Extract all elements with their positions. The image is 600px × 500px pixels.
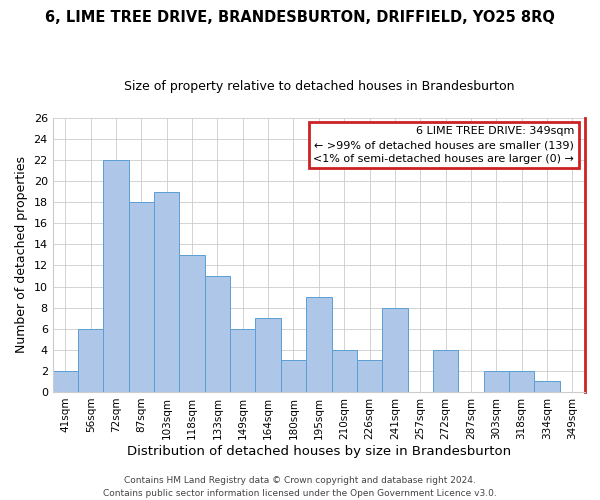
Text: 6, LIME TREE DRIVE, BRANDESBURTON, DRIFFIELD, YO25 8RQ: 6, LIME TREE DRIVE, BRANDESBURTON, DRIFF… bbox=[45, 10, 555, 25]
Bar bbox=[179, 255, 205, 392]
Bar bbox=[256, 318, 281, 392]
Title: Size of property relative to detached houses in Brandesburton: Size of property relative to detached ho… bbox=[124, 80, 514, 93]
Bar bbox=[281, 360, 306, 392]
Bar bbox=[306, 297, 332, 392]
X-axis label: Distribution of detached houses by size in Brandesburton: Distribution of detached houses by size … bbox=[127, 444, 511, 458]
Bar bbox=[433, 350, 458, 392]
Bar bbox=[332, 350, 357, 392]
Bar bbox=[103, 160, 129, 392]
Bar bbox=[78, 328, 103, 392]
Bar bbox=[129, 202, 154, 392]
Bar bbox=[509, 371, 535, 392]
Bar bbox=[535, 382, 560, 392]
Bar bbox=[154, 192, 179, 392]
Bar bbox=[53, 371, 78, 392]
Text: Contains HM Land Registry data © Crown copyright and database right 2024.
Contai: Contains HM Land Registry data © Crown c… bbox=[103, 476, 497, 498]
Bar bbox=[230, 328, 256, 392]
Y-axis label: Number of detached properties: Number of detached properties bbox=[15, 156, 28, 354]
Bar bbox=[382, 308, 407, 392]
Bar bbox=[205, 276, 230, 392]
Bar bbox=[484, 371, 509, 392]
Text: 6 LIME TREE DRIVE: 349sqm
← >99% of detached houses are smaller (139)
<1% of sem: 6 LIME TREE DRIVE: 349sqm ← >99% of deta… bbox=[313, 126, 574, 164]
Bar bbox=[357, 360, 382, 392]
